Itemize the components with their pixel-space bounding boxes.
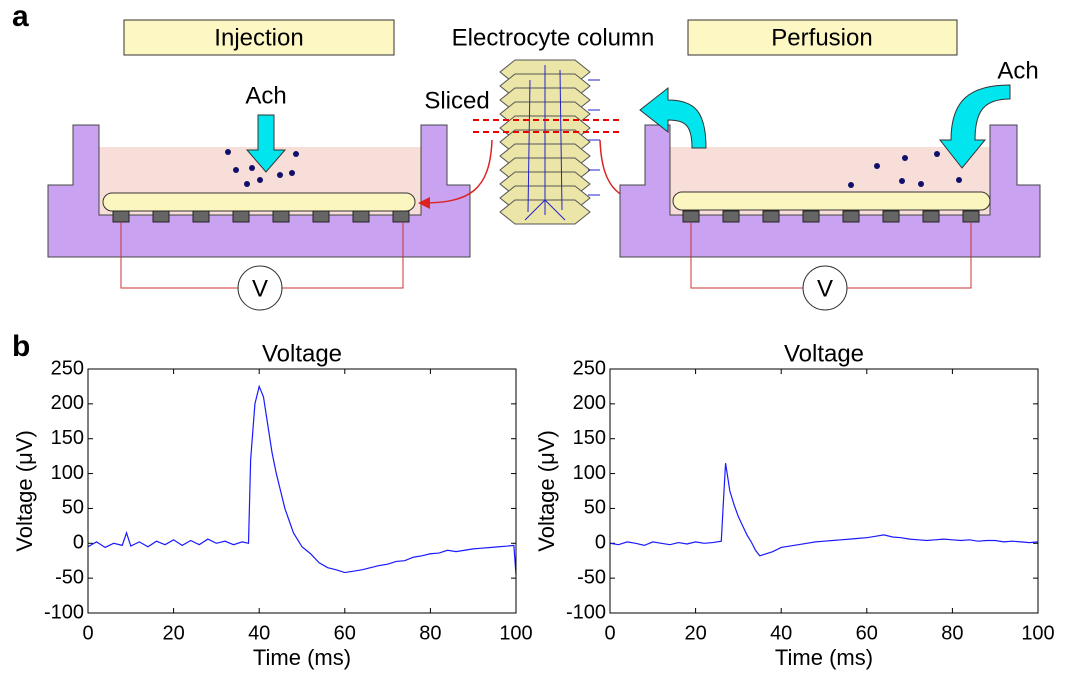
slice-label: Sliced xyxy=(424,87,489,114)
y-tick-label: 0 xyxy=(595,532,606,554)
column-label: Electrocyte column xyxy=(452,24,655,51)
meter xyxy=(802,265,848,311)
reagent-label: Ach xyxy=(997,57,1038,84)
panel-label: b xyxy=(12,330,30,363)
x-tick-label: 20 xyxy=(162,622,184,644)
y-tick-label: 100 xyxy=(51,462,84,484)
x-tick-label: 80 xyxy=(941,622,963,644)
y-tick-label: 0 xyxy=(73,532,84,554)
arrow xyxy=(245,114,287,173)
y-tick-label: 100 xyxy=(573,462,606,484)
data-line xyxy=(609,463,1039,557)
meter-label: V xyxy=(252,275,268,302)
y-tick-label: -50 xyxy=(577,566,606,588)
title-box xyxy=(123,19,395,56)
x-axis-label: Time (ms) xyxy=(253,645,351,670)
x-tick-label: 60 xyxy=(334,622,356,644)
electrocyte xyxy=(102,192,416,212)
transfer-arrow xyxy=(421,139,493,204)
chamber xyxy=(47,124,471,258)
y-tick-label: 200 xyxy=(51,392,84,414)
plot-frame xyxy=(609,368,1039,614)
molecules xyxy=(225,149,299,187)
y-tick-label: 50 xyxy=(62,497,84,519)
arrow xyxy=(639,86,707,149)
chamber xyxy=(619,124,1041,258)
y-tick-label: 150 xyxy=(573,427,606,449)
x-tick-label: 20 xyxy=(684,622,706,644)
x-tick-label: 40 xyxy=(770,622,792,644)
y-tick-label: 250 xyxy=(51,357,84,379)
y-tick-label: 200 xyxy=(573,392,606,414)
data-line xyxy=(87,384,517,575)
x-tick-label: 0 xyxy=(604,622,615,644)
x-tick-label: 100 xyxy=(1021,622,1054,644)
y-tick-label: 50 xyxy=(584,497,606,519)
electrocyte xyxy=(672,191,991,211)
panel-a: a Injection Perfusion Electrocyte column… xyxy=(12,0,1041,311)
y-axis-label: Voltage (μV) xyxy=(534,430,559,552)
y-tick-label: -100 xyxy=(566,601,606,623)
meter xyxy=(237,265,283,311)
panel-label: a xyxy=(12,0,29,33)
electrocyte-column xyxy=(499,59,600,225)
chart-title: Voltage xyxy=(262,340,342,367)
y-tick-label: -100 xyxy=(44,601,84,623)
arrowhead xyxy=(418,197,430,209)
x-tick-label: 40 xyxy=(248,622,270,644)
arrow xyxy=(938,84,1011,169)
x-axis-label: Time (ms) xyxy=(775,645,873,670)
y-tick-label: -50 xyxy=(55,566,84,588)
meter-label: V xyxy=(817,275,833,302)
chart-title: Voltage xyxy=(784,340,864,367)
x-tick-label: 60 xyxy=(856,622,878,644)
y-tick-label: 150 xyxy=(51,427,84,449)
x-tick-label: 80 xyxy=(419,622,441,644)
x-tick-label: 0 xyxy=(82,622,93,644)
right-title: Perfusion xyxy=(771,24,872,51)
title-box xyxy=(687,19,958,56)
plot-frame xyxy=(87,368,517,614)
reagent-label: Ach xyxy=(245,82,286,109)
x-tick-label: 100 xyxy=(499,622,532,644)
y-axis-label: Voltage (μV) xyxy=(12,430,37,552)
molecules xyxy=(848,151,962,188)
left-title: Injection xyxy=(214,24,303,51)
y-tick-label: 250 xyxy=(573,357,606,379)
electrodes xyxy=(112,210,410,223)
